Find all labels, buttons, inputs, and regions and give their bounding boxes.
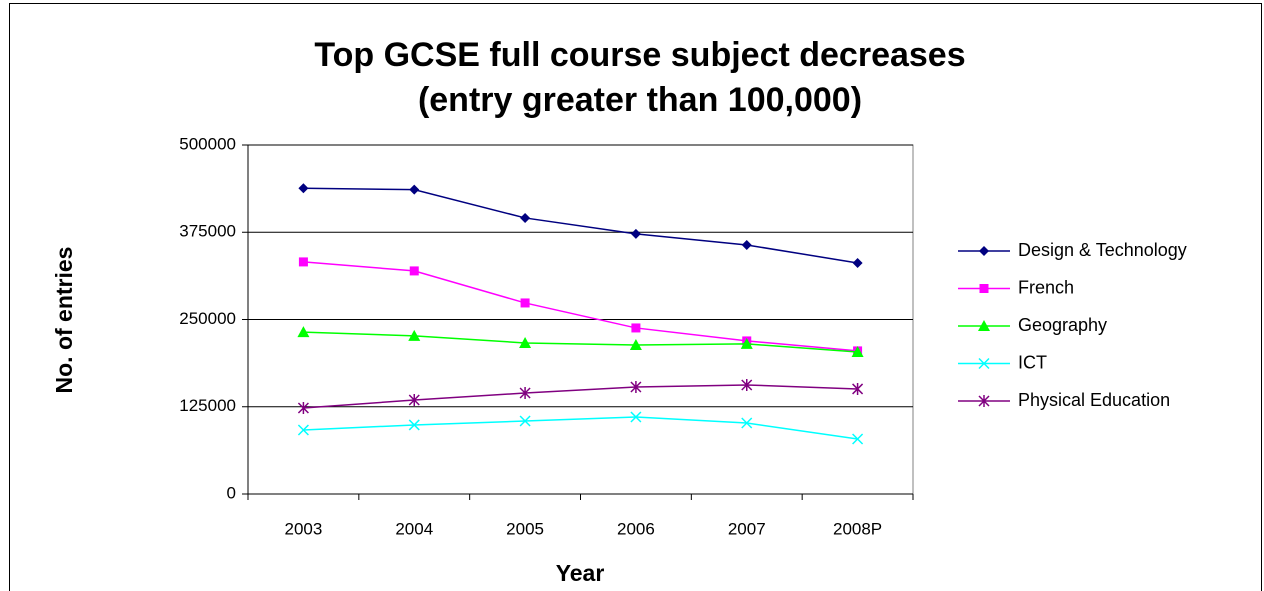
- data-point: [409, 184, 420, 195]
- data-point: [741, 378, 753, 391]
- data-point: [630, 228, 641, 239]
- data-point: [852, 257, 863, 268]
- data-point: [298, 183, 309, 194]
- data-point: [519, 415, 531, 427]
- data-point: [519, 386, 531, 399]
- x-tick-label: 2008P: [833, 519, 882, 538]
- legend-marker: [978, 395, 990, 407]
- legend-label: ICT: [1018, 352, 1047, 372]
- x-tick-label: 2006: [617, 519, 655, 538]
- data-point: [851, 345, 864, 357]
- x-tick-label: 2005: [506, 519, 544, 538]
- series-line: [303, 331, 858, 353]
- y-axis-label: No. of entries: [51, 247, 77, 394]
- data-point: [520, 212, 531, 223]
- data-point: [408, 393, 420, 406]
- data-point: [630, 411, 642, 423]
- data-point: [520, 298, 530, 308]
- data-point: [629, 338, 642, 350]
- data-point: [408, 329, 421, 341]
- data-point: [741, 239, 752, 250]
- legend-marker: [979, 284, 989, 293]
- legend-marker: [978, 320, 990, 331]
- series-line: [303, 416, 858, 440]
- legend-marker: [979, 246, 989, 256]
- data-point: [408, 419, 420, 431]
- x-tick-label: 2003: [285, 519, 323, 538]
- data-point: [297, 402, 309, 415]
- data-point: [298, 257, 308, 267]
- y-tick-label: 125000: [179, 396, 236, 415]
- data-point: [631, 323, 641, 333]
- y-tick-label: 250000: [179, 309, 236, 328]
- data-point: [297, 326, 310, 338]
- x-tick-label: 2004: [395, 519, 433, 538]
- y-tick-label: 0: [227, 483, 236, 502]
- y-tick-label: 500000: [179, 134, 236, 153]
- chart-title: (entry greater than 100,000): [418, 81, 862, 119]
- data-point: [297, 424, 309, 436]
- legend-marker: [978, 357, 990, 370]
- data-point: [740, 337, 753, 349]
- series-line: [303, 384, 858, 409]
- legend-label: Design & Technology: [1018, 240, 1187, 260]
- data-point: [409, 266, 419, 276]
- data-point: [852, 433, 864, 445]
- legend-label: Geography: [1018, 315, 1107, 335]
- x-tick-label: 2007: [728, 519, 766, 538]
- series-line: [303, 261, 858, 352]
- legend-label: French: [1018, 277, 1074, 297]
- series-line: [303, 187, 858, 264]
- data-point: [630, 380, 642, 393]
- data-point: [852, 382, 864, 395]
- chart-title: Top GCSE full course subject decreases: [314, 36, 965, 74]
- data-point: [741, 417, 753, 429]
- y-tick-label: 375000: [179, 222, 236, 241]
- data-point: [519, 336, 532, 348]
- legend-label: Physical Education: [1018, 390, 1170, 410]
- x-axis-label: Year: [556, 560, 605, 586]
